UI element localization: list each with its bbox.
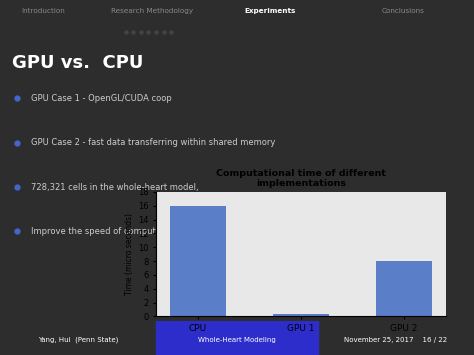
Text: Experiments: Experiments <box>245 9 296 15</box>
Text: GPU Case 1 - OpenGL/CUDA coop: GPU Case 1 - OpenGL/CUDA coop <box>31 94 172 103</box>
Text: Research Methodology: Research Methodology <box>110 9 193 15</box>
Text: November 25, 2017    16 / 22: November 25, 2017 16 / 22 <box>344 337 447 343</box>
Text: GPU vs.  CPU: GPU vs. CPU <box>12 54 143 72</box>
Text: Conclusions: Conclusions <box>382 9 424 15</box>
Bar <box>170 206 226 317</box>
Text: Yang, Hui  (Penn State): Yang, Hui (Penn State) <box>38 337 118 343</box>
Bar <box>156 321 318 355</box>
Text: Introduction: Introduction <box>21 9 64 15</box>
Text: GPU Case 2 - fast data transferring within shared memory: GPU Case 2 - fast data transferring with… <box>31 138 275 147</box>
Bar <box>273 314 329 317</box>
Text: Improve the speed of computing by approximately 30-fold: Improve the speed of computing by approx… <box>31 227 277 236</box>
Title: Computational time of different
implementations: Computational time of different implemen… <box>216 169 386 188</box>
Y-axis label: Time (micro seconds): Time (micro seconds) <box>125 213 134 295</box>
Bar <box>376 261 432 317</box>
Text: Whole-Heart Modeling: Whole-Heart Modeling <box>198 337 276 343</box>
Text: 728,321 cells in the whole-heart model,: 728,321 cells in the whole-heart model, <box>31 182 199 192</box>
